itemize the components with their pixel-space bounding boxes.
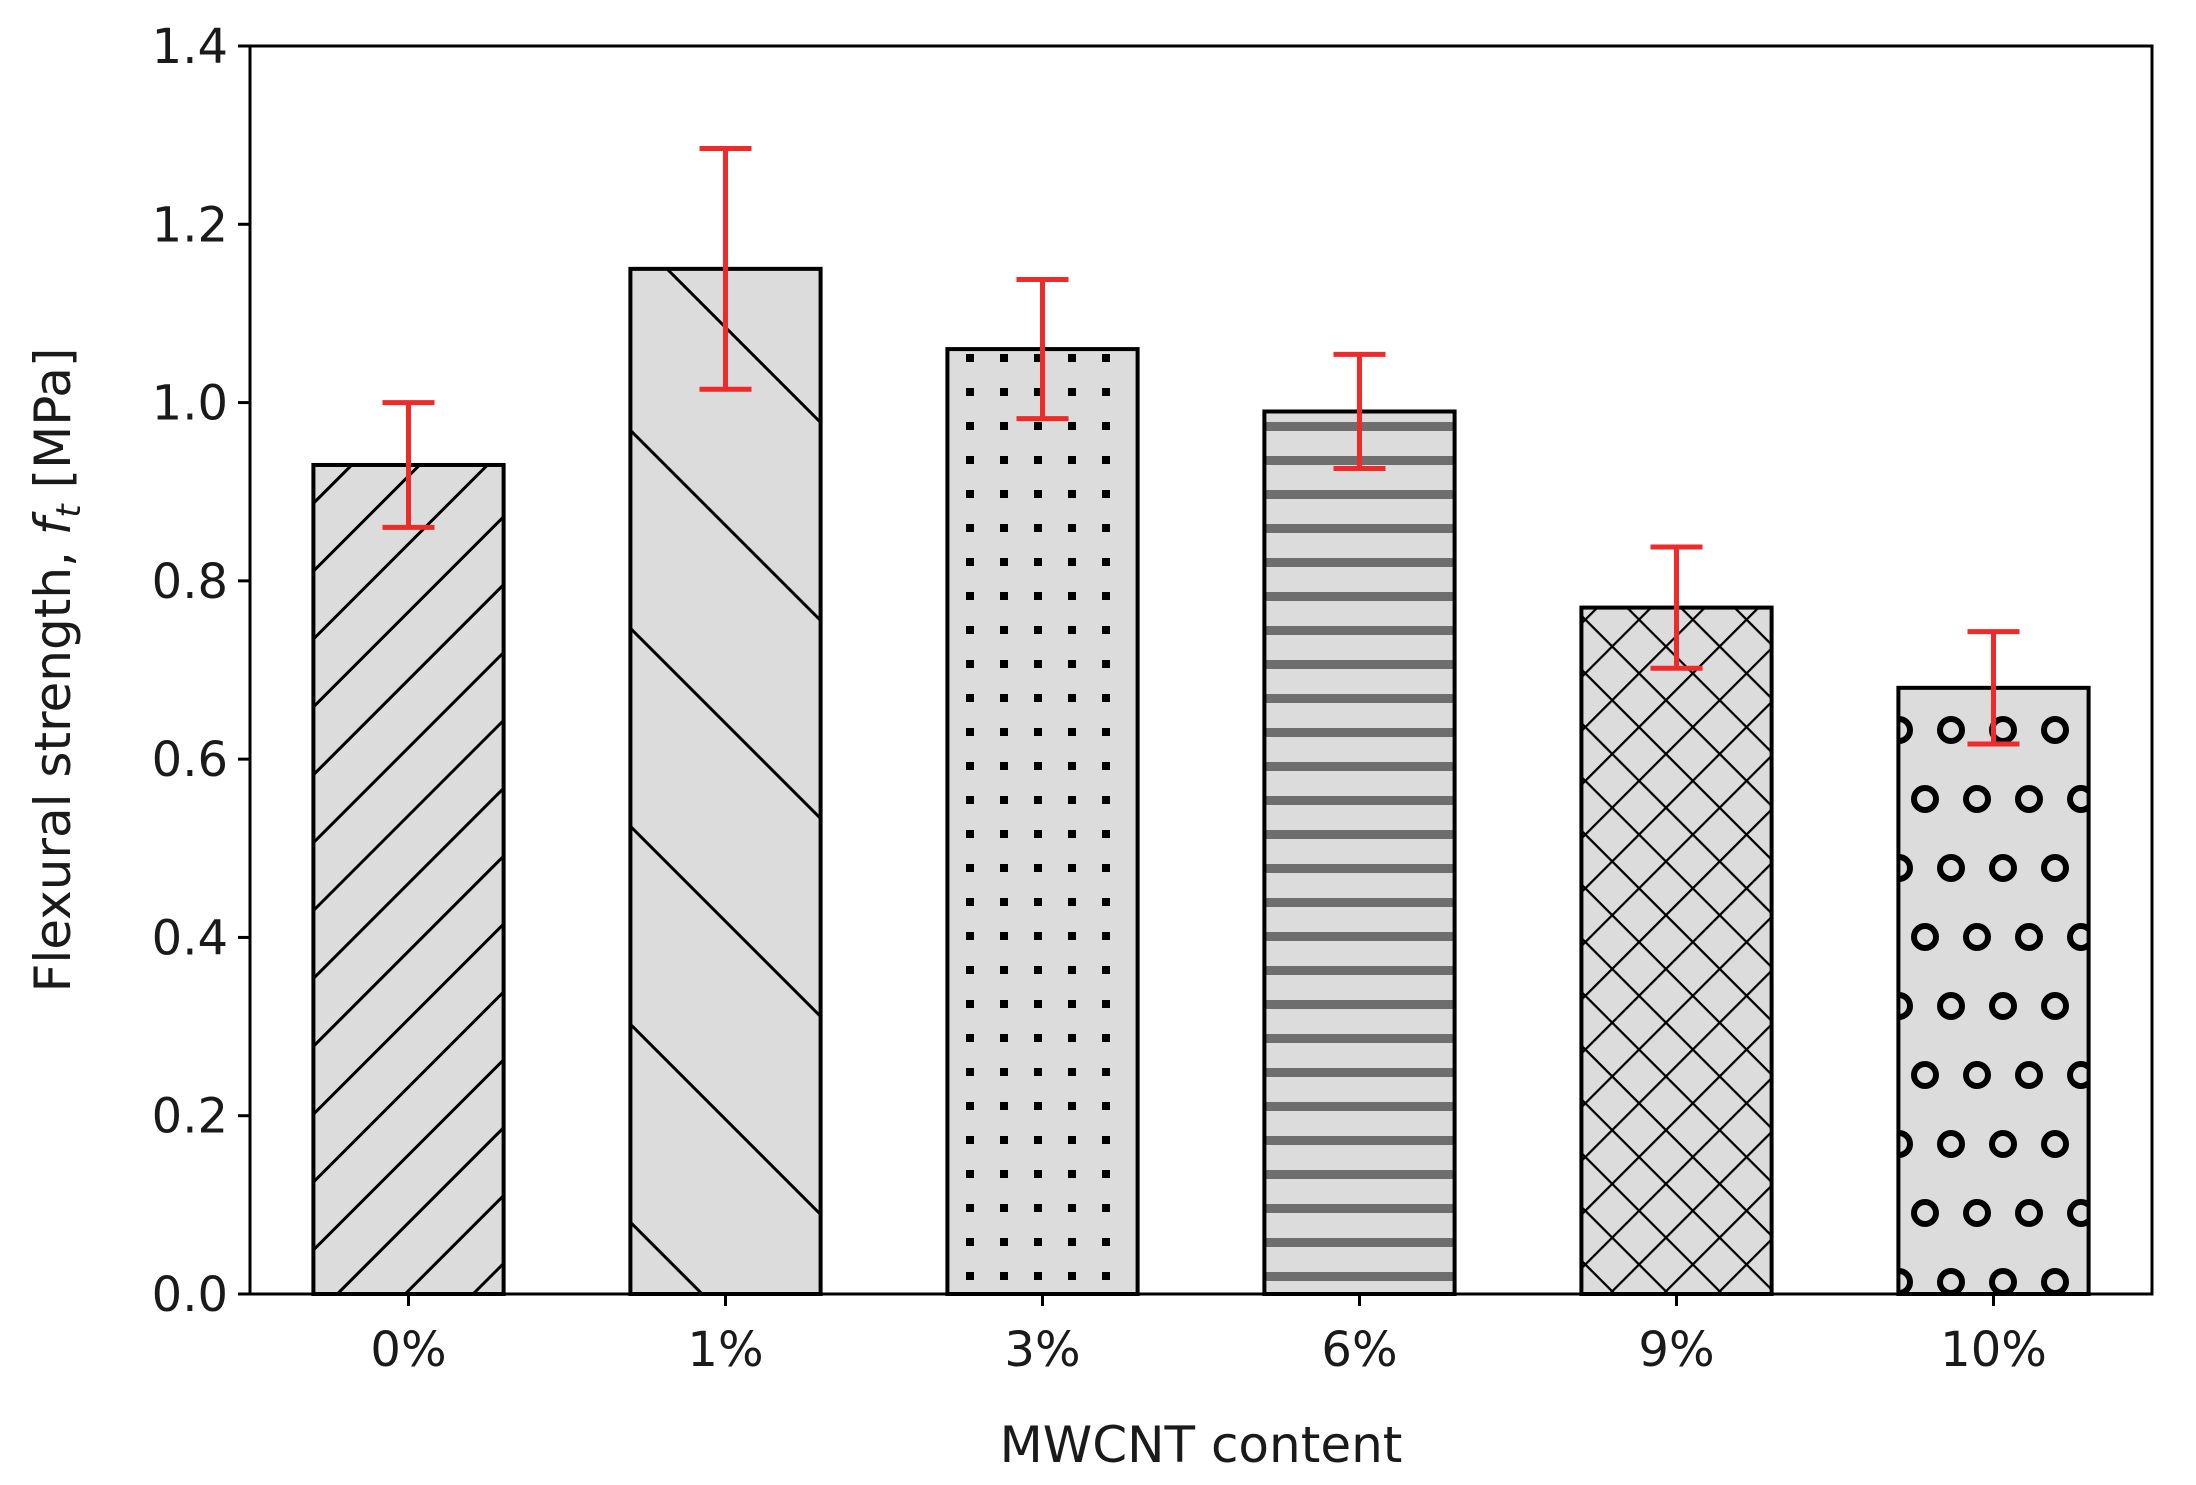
x-tick-label: 9% <box>1638 1322 1714 1378</box>
y-tick-label: 0.2 <box>152 1089 228 1145</box>
x-axis-title: MWCNT content <box>1000 1416 1403 1474</box>
bar-3 <box>945 347 1140 1297</box>
x-tick-label: 10% <box>1940 1322 2047 1378</box>
y-tick-label: 0.6 <box>152 732 228 788</box>
y-axis-title-unit: [MPa] <box>24 348 82 505</box>
bar-4 <box>1262 409 1457 1296</box>
y-axis-title-main: Flexural strength, <box>24 535 82 992</box>
y-tick-label: 1.0 <box>152 376 228 432</box>
y-axis-title: Flexural strength, ft [MPa] <box>24 348 89 993</box>
x-axis: 0% 1% 3% 6% 9% 10% <box>370 1294 2047 1378</box>
y-tick-label: 0.8 <box>152 554 228 610</box>
error-bar-3 <box>1016 277 1069 422</box>
y-tick-label: 1.4 <box>152 19 228 75</box>
y-tick-label: 0.4 <box>152 910 228 966</box>
bar-6 <box>1896 685 2091 1296</box>
y-tick-label: 1.2 <box>152 197 228 253</box>
x-tick-label: 0% <box>370 1322 446 1378</box>
x-tick-label: 3% <box>1004 1322 1080 1378</box>
plot-frame <box>248 44 2154 1296</box>
y-tick-label: 0.0 <box>152 1267 228 1323</box>
error-bar-6 <box>1967 629 2020 747</box>
bar-5 <box>1579 605 1774 1296</box>
x-tick-label: 6% <box>1321 1322 1397 1378</box>
error-bar-2 <box>699 146 752 392</box>
bar-2 <box>628 266 823 1296</box>
bar-1 <box>311 462 506 1296</box>
bars-layer <box>311 266 2091 1297</box>
y-axis: 0.0 0.2 0.4 0.6 0.8 1.0 1.2 1.4 <box>152 19 250 1323</box>
error-bar-5 <box>1650 544 1703 671</box>
y-axis-title-subscript: t <box>49 503 89 518</box>
x-tick-label: 1% <box>687 1322 763 1378</box>
error-bar-4 <box>1333 351 1386 472</box>
error-bar-1 <box>382 400 435 530</box>
error-bars-layer <box>382 146 2020 747</box>
